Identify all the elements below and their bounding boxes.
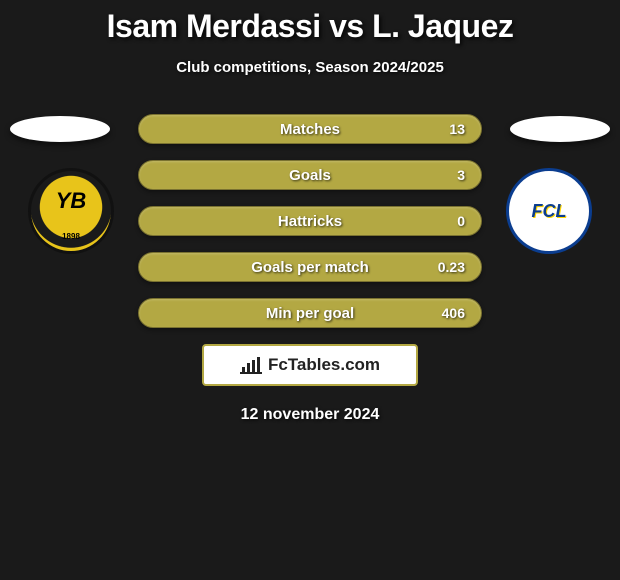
stat-row-min-per-goal: Min per goal 406 bbox=[138, 298, 482, 328]
club-badge-left-initials: YB bbox=[56, 188, 87, 214]
club-badge-left-year: 1898 bbox=[62, 232, 80, 241]
stat-row-goals: Goals 3 bbox=[138, 160, 482, 190]
stat-value: 0 bbox=[457, 213, 465, 229]
stat-label: Min per goal bbox=[266, 305, 354, 322]
stat-value: 406 bbox=[442, 305, 465, 321]
stat-row-matches: Matches 13 bbox=[138, 114, 482, 144]
club-badge-left: YB 1898 bbox=[28, 168, 114, 254]
stat-label: Goals bbox=[289, 167, 331, 184]
subtitle: Club competitions, Season 2024/2025 bbox=[0, 59, 620, 76]
branding-box: FcTables.com bbox=[202, 344, 418, 386]
branding-text: FcTables.com bbox=[268, 355, 380, 375]
stats-list: Matches 13 Goals 3 Hattricks 0 Goals per… bbox=[138, 114, 482, 328]
stat-value: 3 bbox=[457, 167, 465, 183]
stat-value: 0.23 bbox=[438, 259, 465, 275]
stat-label: Goals per match bbox=[251, 259, 369, 276]
player-left-placeholder bbox=[10, 116, 110, 142]
page-title: Isam Merdassi vs L. Jaquez bbox=[0, 0, 620, 45]
stat-label: Matches bbox=[280, 121, 340, 138]
club-badge-right: FCL bbox=[506, 168, 592, 254]
bar-chart-icon bbox=[240, 356, 262, 374]
club-badge-right-initials: FCL bbox=[532, 201, 567, 222]
comparison-panel: YB 1898 FCL Matches 13 Goals 3 Hattricks… bbox=[0, 114, 620, 424]
date-text: 12 november 2024 bbox=[0, 406, 620, 424]
stat-value: 13 bbox=[449, 121, 465, 137]
player-right-placeholder bbox=[510, 116, 610, 142]
stat-row-hattricks: Hattricks 0 bbox=[138, 206, 482, 236]
stat-row-goals-per-match: Goals per match 0.23 bbox=[138, 252, 482, 282]
stat-label: Hattricks bbox=[278, 213, 342, 230]
